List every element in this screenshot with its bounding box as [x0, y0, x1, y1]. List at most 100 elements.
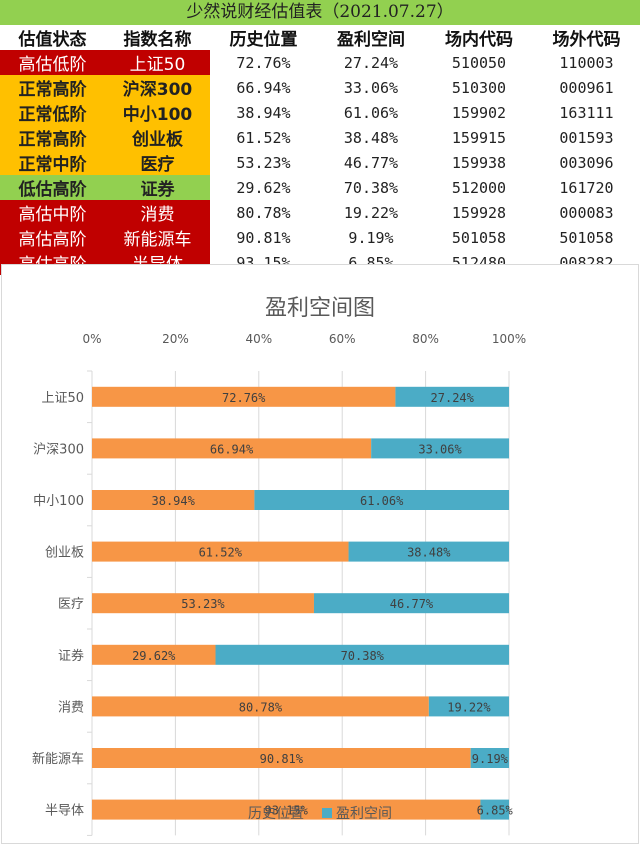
cell-status: 正常高阶	[0, 75, 105, 100]
header-onsite-code: 场内代码	[445, 30, 513, 50]
cell-history: 53.23%	[236, 153, 291, 172]
category-label: 新能源车	[32, 751, 84, 767]
bar-space	[480, 799, 509, 820]
cell-onsite: 159902	[451, 103, 507, 122]
cell-onsite: 159928	[451, 203, 507, 222]
cell-offsite: 000083	[559, 203, 614, 222]
data-label: 6.85%	[477, 804, 514, 818]
cell-offsite: 110003	[559, 53, 614, 72]
cell-onsite: 512000	[451, 178, 507, 197]
x-tick-label: 80%	[412, 332, 439, 346]
cell-status: 正常中阶	[0, 150, 105, 175]
cell-status: 高估中阶	[0, 200, 105, 225]
cell-onsite: 159915	[451, 128, 507, 147]
cell-offsite: 161720	[559, 178, 614, 197]
bar-space	[348, 541, 509, 562]
table-row: 低估高阶 证券 29.62% 70.38% 512000 161720	[0, 175, 640, 200]
table-row: 正常高阶 沪深300 66.94% 33.06% 510300 000961	[0, 75, 640, 100]
data-label: 61.06%	[360, 494, 404, 508]
cell-history: 80.78%	[236, 203, 291, 222]
cell-offsite: 003096	[559, 153, 614, 172]
data-label: 90.81%	[260, 752, 304, 766]
category-label: 医疗	[58, 597, 84, 612]
bar-space	[428, 696, 509, 717]
table-title: 少然说财经估值表（2021.07.27）	[0, 0, 640, 25]
legend-swatch	[322, 808, 332, 818]
category-label: 证券	[58, 648, 84, 664]
cell-history: 90.81%	[236, 228, 291, 247]
bar-history	[92, 490, 255, 510]
category-label: 沪深300	[33, 441, 84, 457]
legend-label: 历史位置	[248, 806, 304, 822]
data-label: 33.06%	[418, 442, 462, 456]
cell-space: 9.19%	[348, 228, 394, 247]
cell-status: 正常高阶	[0, 125, 105, 150]
table-row: 高估中阶 消费 80.78% 19.22% 159928 000083	[0, 200, 640, 225]
cell-history: 29.62%	[236, 178, 291, 197]
data-label: 27.24%	[431, 391, 475, 405]
cell-name: 证券	[105, 175, 210, 200]
data-label: 70.38%	[341, 649, 385, 663]
bar-history	[92, 386, 396, 407]
table-row: 高估低阶 上证50 72.76% 27.24% 510050 110003	[0, 50, 640, 75]
cell-onsite: 159938	[451, 153, 507, 172]
bar-space	[313, 593, 509, 614]
cell-onsite: 510050	[451, 53, 507, 72]
cell-history: 66.94%	[236, 78, 291, 97]
table-row: 正常低阶 中小100 38.94% 61.06% 159902 163111	[0, 100, 640, 125]
bar-space	[254, 490, 509, 510]
cell-space: 70.38%	[343, 178, 399, 197]
legend-swatch	[234, 808, 244, 818]
cell-name: 医疗	[105, 150, 210, 175]
cell-space: 61.06%	[343, 103, 399, 122]
category-label: 上证50	[41, 391, 84, 406]
cell-offsite: 501058	[559, 228, 614, 247]
cell-name: 中小100	[105, 100, 210, 125]
legend-label: 盈利空间	[336, 806, 392, 822]
data-label: 53.23%	[181, 597, 225, 611]
cell-history: 61.52%	[236, 128, 291, 147]
cell-name: 消费	[105, 200, 210, 225]
bar-history	[92, 541, 349, 562]
category-label: 消费	[58, 700, 84, 715]
bar-history	[92, 644, 216, 665]
data-label: 19.22%	[447, 700, 491, 714]
cell-status: 低估高阶	[0, 175, 105, 200]
cell-offsite: 000961	[559, 78, 614, 97]
chart-svg: 盈利空间图 0% 20% 40% 60% 80% 100% 上证50 72.76% 27.24%…	[32, 296, 526, 836]
bar-history	[92, 696, 429, 717]
cell-space: 27.24%	[343, 53, 399, 72]
cell-name: 创业板	[105, 125, 210, 150]
bar-space	[215, 644, 510, 665]
data-label: 38.48%	[407, 546, 451, 560]
data-label: 80.78%	[239, 700, 283, 714]
cell-offsite: 001593	[559, 128, 614, 147]
data-label: 29.62%	[132, 649, 176, 663]
data-label: 9.19%	[472, 752, 509, 766]
x-tick-label: 60%	[329, 332, 356, 346]
cell-space: 33.06%	[343, 78, 399, 97]
bar-space	[395, 386, 509, 407]
data-label: 72.76%	[222, 391, 266, 405]
profit-space-chart: 盈利空间图 0% 20% 40% 60% 80% 100% 上证50 72.76% 27.24%…	[1, 264, 639, 844]
cell-status: 正常低阶	[0, 100, 105, 125]
category-label: 半导体	[45, 804, 84, 819]
header-history: 历史位置	[229, 30, 298, 50]
cell-onsite: 501058	[451, 228, 507, 247]
data-label: 93.15%	[265, 804, 309, 818]
cell-name: 上证50	[105, 50, 210, 75]
bar-history	[92, 593, 314, 614]
data-label: 38.94%	[152, 494, 196, 508]
cell-onsite: 510300	[451, 78, 507, 97]
cell-space: 46.77%	[343, 153, 399, 172]
cell-offsite: 163111	[559, 103, 614, 122]
cell-history: 38.94%	[236, 103, 291, 122]
bar-space	[470, 748, 509, 768]
bar-space	[371, 438, 509, 459]
table-header-row: 估值状态 指数名称 历史位置 盈利空间 场内代码 场外代码	[0, 25, 640, 50]
data-label: 46.77%	[390, 597, 434, 611]
bar-history	[92, 748, 471, 768]
cell-history: 72.76%	[236, 53, 291, 72]
valuation-table: 估值状态 指数名称 历史位置 盈利空间 场内代码 场外代码 高估低阶 上证50 72…	[0, 25, 640, 275]
table-row: 高估高阶 新能源车 90.81% 9.19% 501058 501058	[0, 225, 640, 250]
